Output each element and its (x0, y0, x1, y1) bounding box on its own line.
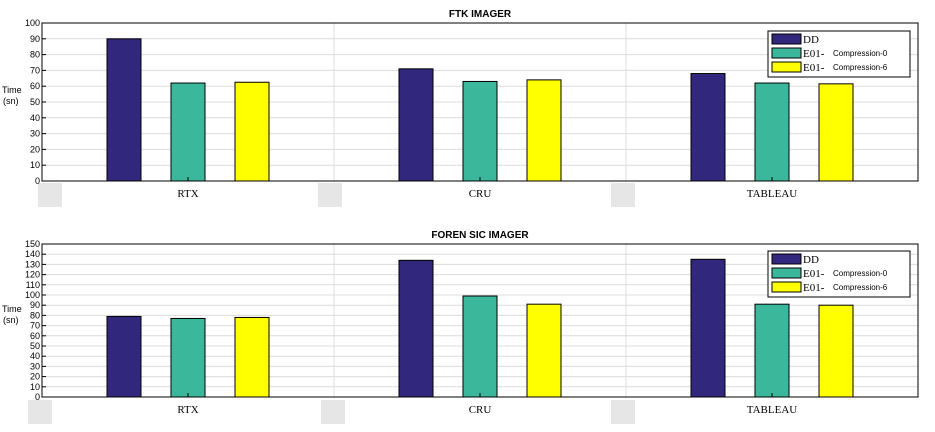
y-tick-label: 80 (30, 50, 40, 60)
bar (754, 303, 790, 398)
y-tick-label: 10 (30, 382, 40, 392)
bar (234, 316, 270, 398)
bar (170, 317, 206, 398)
legend-swatch (771, 267, 802, 279)
axis-marker (318, 183, 342, 207)
y-tick-label: 60 (30, 81, 40, 91)
y-tick-label: 40 (30, 113, 40, 123)
y-tick-label: 140 (25, 249, 40, 259)
x-tick-label: TABLEAU (747, 404, 798, 416)
legend-label: DD (803, 34, 819, 46)
y-tick-label: 10 (30, 160, 40, 170)
bar (690, 73, 726, 182)
y-tick-label: 90 (30, 300, 40, 310)
legend-swatch (771, 33, 802, 45)
y-tick-label: 70 (30, 321, 40, 331)
legend-label: E01- (803, 48, 825, 60)
bar (818, 304, 854, 398)
chart-title: FTK IMAGER (449, 9, 512, 20)
axis-marker (28, 400, 52, 424)
bar (462, 80, 498, 182)
bar (234, 81, 270, 182)
y-axis-label: Time (2, 85, 22, 95)
legend-label: E01- (803, 268, 825, 280)
y-tick-label: 70 (30, 65, 40, 75)
y-tick-label: 110 (26, 280, 40, 290)
bar (106, 38, 142, 182)
y-tick-label: 50 (30, 97, 40, 107)
bar (818, 83, 854, 182)
y-tick-label: 30 (30, 129, 40, 139)
y-tick-label: 0 (35, 176, 40, 186)
y-axis-label-unit: (sn) (3, 96, 19, 106)
chart-title: FOREN SIC IMAGER (431, 230, 529, 241)
y-tick-label: 80 (30, 310, 40, 320)
y-axis-label-unit: (sn) (3, 315, 19, 325)
legend-swatch (771, 281, 802, 293)
x-tick-label: CRU (469, 404, 492, 416)
chart-panel-1: 0 10 20 30 40 50 60 70 80 90 100 RTX CRU TABLEAU FTK I… (2, 9, 919, 207)
axis-marker (611, 183, 635, 207)
axis-marker (611, 400, 635, 424)
legend-swatch (771, 61, 802, 73)
legend-label-sub: Compression-0 (833, 269, 888, 278)
bar (690, 258, 726, 398)
y-tick-label: 130 (25, 259, 40, 269)
x-tick-label: RTX (177, 404, 198, 416)
legend-label: E01- (803, 62, 825, 74)
bar (754, 82, 790, 182)
bar (398, 259, 434, 398)
y-tick-label: 0 (35, 392, 40, 402)
y-tick-label: 50 (30, 341, 40, 351)
y-tick-label: 60 (30, 331, 40, 341)
y-tick-label: 150 (25, 239, 40, 249)
bar (526, 303, 562, 398)
legend-label-sub: Compression-6 (833, 63, 888, 72)
bar (526, 79, 562, 182)
axis-marker (321, 400, 345, 424)
legend-label: DD (803, 254, 819, 266)
x-tick-label: TABLEAU (747, 188, 798, 200)
y-tick-label: 120 (25, 270, 40, 280)
x-tick-label: RTX (177, 188, 198, 200)
bar (106, 315, 142, 398)
bar (170, 82, 206, 182)
y-tick-label: 30 (30, 361, 40, 371)
y-axis-label: Time (2, 304, 22, 314)
y-tick-label: 100 (25, 18, 40, 28)
y-tick-label: 100 (25, 290, 40, 300)
x-tick-label: CRU (469, 188, 492, 200)
y-tick-label: 40 (30, 351, 40, 361)
legend-swatch (771, 253, 802, 265)
bar (398, 68, 434, 182)
y-tick-label: 20 (30, 372, 40, 382)
axis-marker (38, 183, 62, 207)
y-tick-label: 90 (30, 34, 40, 44)
legend-label: E01- (803, 282, 825, 294)
legend-label-sub: Compression-6 (833, 283, 888, 292)
y-tick-label: 20 (30, 144, 40, 154)
bar (462, 295, 498, 398)
legend-label-sub: Compression-0 (833, 49, 888, 58)
legend-swatch (771, 47, 802, 59)
